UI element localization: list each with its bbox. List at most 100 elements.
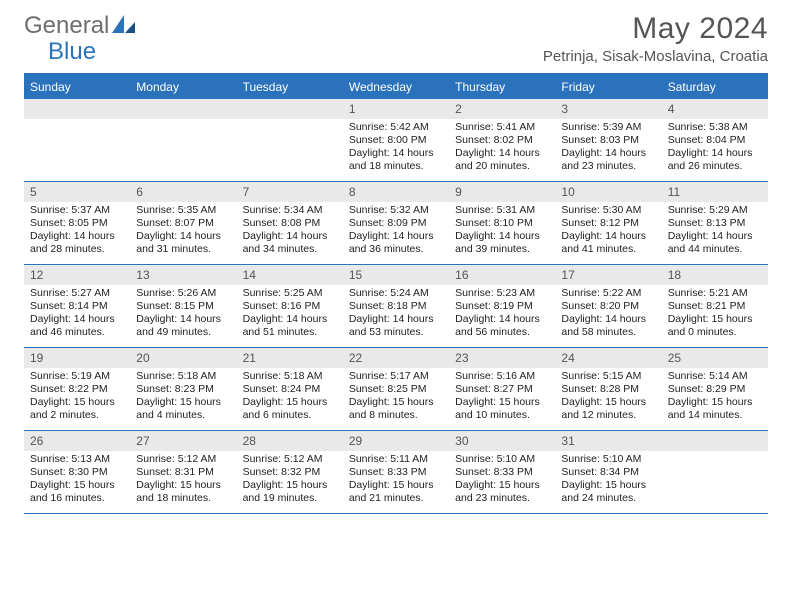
- sunrise-text: Sunrise: 5:23 AM: [455, 287, 549, 300]
- sunset-text: Sunset: 8:24 PM: [243, 383, 337, 396]
- sunrise-text: Sunrise: 5:11 AM: [349, 453, 443, 466]
- day-details: Sunrise: 5:26 AMSunset: 8:15 PMDaylight:…: [130, 285, 236, 343]
- sunset-text: Sunset: 8:18 PM: [349, 300, 443, 313]
- brand-part2: Blue: [48, 38, 96, 65]
- calendar-day: 13Sunrise: 5:26 AMSunset: 8:15 PMDayligh…: [130, 265, 236, 347]
- calendar-week: 5Sunrise: 5:37 AMSunset: 8:05 PMDaylight…: [24, 182, 768, 265]
- sunset-text: Sunset: 8:14 PM: [30, 300, 124, 313]
- daylight-text: Daylight: 14 hours and 28 minutes.: [30, 230, 124, 256]
- daylight-text: Daylight: 15 hours and 4 minutes.: [136, 396, 230, 422]
- daylight-text: Daylight: 15 hours and 24 minutes.: [561, 479, 655, 505]
- sunset-text: Sunset: 8:34 PM: [561, 466, 655, 479]
- daylight-text: Daylight: 15 hours and 16 minutes.: [30, 479, 124, 505]
- sunrise-text: Sunrise: 5:24 AM: [349, 287, 443, 300]
- day-number: 16: [449, 265, 555, 285]
- day-details: Sunrise: 5:21 AMSunset: 8:21 PMDaylight:…: [662, 285, 768, 343]
- sunrise-text: Sunrise: 5:38 AM: [668, 121, 762, 134]
- sunrise-text: Sunrise: 5:10 AM: [561, 453, 655, 466]
- sunset-text: Sunset: 8:31 PM: [136, 466, 230, 479]
- brand-logo: General Blue: [24, 12, 137, 40]
- day-number: 14: [237, 265, 343, 285]
- day-number: 17: [555, 265, 661, 285]
- day-details: Sunrise: 5:18 AMSunset: 8:23 PMDaylight:…: [130, 368, 236, 426]
- calendar-day: 16Sunrise: 5:23 AMSunset: 8:19 PMDayligh…: [449, 265, 555, 347]
- day-details: Sunrise: 5:17 AMSunset: 8:25 PMDaylight:…: [343, 368, 449, 426]
- sunset-text: Sunset: 8:16 PM: [243, 300, 337, 313]
- daylight-text: Daylight: 14 hours and 36 minutes.: [349, 230, 443, 256]
- day-number: 29: [343, 431, 449, 451]
- sunrise-text: Sunrise: 5:12 AM: [243, 453, 337, 466]
- day-number: 22: [343, 348, 449, 368]
- calendar-day: 4Sunrise: 5:38 AMSunset: 8:04 PMDaylight…: [662, 99, 768, 181]
- daylight-text: Daylight: 15 hours and 10 minutes.: [455, 396, 549, 422]
- calendar-day: 23Sunrise: 5:16 AMSunset: 8:27 PMDayligh…: [449, 348, 555, 430]
- calendar-week: 12Sunrise: 5:27 AMSunset: 8:14 PMDayligh…: [24, 265, 768, 348]
- sunrise-text: Sunrise: 5:37 AM: [30, 204, 124, 217]
- calendar-day: 25Sunrise: 5:14 AMSunset: 8:29 PMDayligh…: [662, 348, 768, 430]
- location-text: Petrinja, Sisak-Moslavina, Croatia: [543, 48, 768, 65]
- calendar-week: 26Sunrise: 5:13 AMSunset: 8:30 PMDayligh…: [24, 431, 768, 514]
- calendar-day: 15Sunrise: 5:24 AMSunset: 8:18 PMDayligh…: [343, 265, 449, 347]
- calendar-day: 9Sunrise: 5:31 AMSunset: 8:10 PMDaylight…: [449, 182, 555, 264]
- day-details: Sunrise: 5:12 AMSunset: 8:31 PMDaylight:…: [130, 451, 236, 509]
- daylight-text: Daylight: 15 hours and 2 minutes.: [30, 396, 124, 422]
- sunrise-text: Sunrise: 5:10 AM: [455, 453, 549, 466]
- sunset-text: Sunset: 8:02 PM: [455, 134, 549, 147]
- day-number: 20: [130, 348, 236, 368]
- sunset-text: Sunset: 8:05 PM: [30, 217, 124, 230]
- daylight-text: Daylight: 14 hours and 31 minutes.: [136, 230, 230, 256]
- calendar-day: 31 Sunrise: 5:10 AMSunset: 8:34 PMDayligh…: [555, 431, 661, 513]
- weekday-label: Tuesday: [237, 75, 343, 99]
- month-title: May 2024: [543, 12, 768, 46]
- weekday-label: Wednesday: [343, 75, 449, 99]
- calendar-day: [130, 99, 236, 181]
- day-details: Sunrise: 5:34 AMSunset: 8:08 PMDaylight:…: [237, 202, 343, 260]
- calendar-day: 26Sunrise: 5:13 AMSunset: 8:30 PMDayligh…: [24, 431, 130, 513]
- sunset-text: Sunset: 8:20 PM: [561, 300, 655, 313]
- sunrise-text: Sunrise: 5:14 AM: [668, 370, 762, 383]
- day-number: 25: [662, 348, 768, 368]
- day-number: [662, 431, 768, 451]
- day-number: 15: [343, 265, 449, 285]
- calendar-day: 19Sunrise: 5:19 AMSunset: 8:22 PMDayligh…: [24, 348, 130, 430]
- weekday-label: Saturday: [662, 75, 768, 99]
- sunrise-text: Sunrise: 5:17 AM: [349, 370, 443, 383]
- calendar-day: 7Sunrise: 5:34 AMSunset: 8:08 PMDaylight…: [237, 182, 343, 264]
- weekday-label: Friday: [555, 75, 661, 99]
- day-number: 12: [24, 265, 130, 285]
- calendar-day: 29Sunrise: 5:11 AMSunset: 8:33 PMDayligh…: [343, 431, 449, 513]
- day-number: 27: [130, 431, 236, 451]
- daylight-text: Daylight: 15 hours and 12 minutes.: [561, 396, 655, 422]
- daylight-text: Daylight: 14 hours and 49 minutes.: [136, 313, 230, 339]
- calendar-day: 12Sunrise: 5:27 AMSunset: 8:14 PMDayligh…: [24, 265, 130, 347]
- calendar-day: [24, 99, 130, 181]
- daylight-text: Daylight: 15 hours and 23 minutes.: [455, 479, 549, 505]
- sunrise-text: Sunrise: 5:22 AM: [561, 287, 655, 300]
- calendar-day: 1Sunrise: 5:42 AMSunset: 8:00 PMDaylight…: [343, 99, 449, 181]
- day-details: Sunrise: 5:29 AMSunset: 8:13 PMDaylight:…: [662, 202, 768, 260]
- daylight-text: Daylight: 15 hours and 19 minutes.: [243, 479, 337, 505]
- day-number: 2: [449, 99, 555, 119]
- sunrise-text: Sunrise: 5:18 AM: [136, 370, 230, 383]
- day-number: 31: [555, 431, 661, 451]
- calendar-day: 3Sunrise: 5:39 AMSunset: 8:03 PMDaylight…: [555, 99, 661, 181]
- sunrise-text: Sunrise: 5:26 AM: [136, 287, 230, 300]
- daylight-text: Daylight: 15 hours and 0 minutes.: [668, 313, 762, 339]
- sunrise-text: Sunrise: 5:18 AM: [243, 370, 337, 383]
- day-details: Sunrise: 5:15 AMSunset: 8:28 PMDaylight:…: [555, 368, 661, 426]
- weekday-label: Thursday: [449, 75, 555, 99]
- calendar-day: 11Sunrise: 5:29 AMSunset: 8:13 PMDayligh…: [662, 182, 768, 264]
- calendar-day: 18Sunrise: 5:21 AMSunset: 8:21 PMDayligh…: [662, 265, 768, 347]
- day-number: 13: [130, 265, 236, 285]
- day-details: Sunrise: 5:41 AMSunset: 8:02 PMDaylight:…: [449, 119, 555, 177]
- weekday-header: Sunday Monday Tuesday Wednesday Thursday…: [24, 75, 768, 99]
- calendar-week: 19Sunrise: 5:19 AMSunset: 8:22 PMDayligh…: [24, 348, 768, 431]
- sunset-text: Sunset: 8:30 PM: [30, 466, 124, 479]
- sunset-text: Sunset: 8:32 PM: [243, 466, 337, 479]
- sunrise-text: Sunrise: 5:31 AM: [455, 204, 549, 217]
- daylight-text: Daylight: 15 hours and 6 minutes.: [243, 396, 337, 422]
- day-number: 5: [24, 182, 130, 202]
- sunset-text: Sunset: 8:03 PM: [561, 134, 655, 147]
- day-details: Sunrise: 5:39 AMSunset: 8:03 PMDaylight:…: [555, 119, 661, 177]
- day-number: 10: [555, 182, 661, 202]
